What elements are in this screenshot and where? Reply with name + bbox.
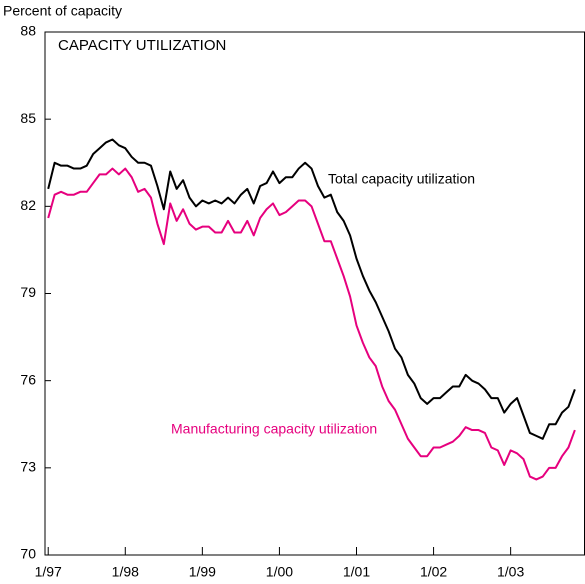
chart-title: CAPACITY UTILIZATION [58,37,226,54]
y-axis-label: Percent of capacity [3,3,122,19]
y-tick-label: 82 [20,197,36,213]
x-tick-label: 1/97 [35,564,62,580]
y-tick-label: 79 [20,284,36,300]
y-tick-label: 70 [20,546,36,562]
line-series [47,138,576,440]
annotation: Total capacity utilization [328,171,475,187]
y-tick-label: 85 [20,110,36,126]
x-tick-label: 1/03 [497,564,524,580]
x-tick-label: 1/00 [266,564,293,580]
plot-frame [44,31,585,556]
x-tick-label: 1/02 [420,564,447,580]
annotation: Manufacturing capacity utilization [171,421,377,437]
x-tick-label: 1/01 [343,564,370,580]
y-tick-label: 76 [20,371,36,387]
x-tick-label: 1/99 [189,564,216,580]
y-tick-label: 73 [20,459,36,475]
y-tick-label: 88 [20,23,36,39]
line-series [47,167,576,481]
x-tick-label: 1/98 [112,564,139,580]
